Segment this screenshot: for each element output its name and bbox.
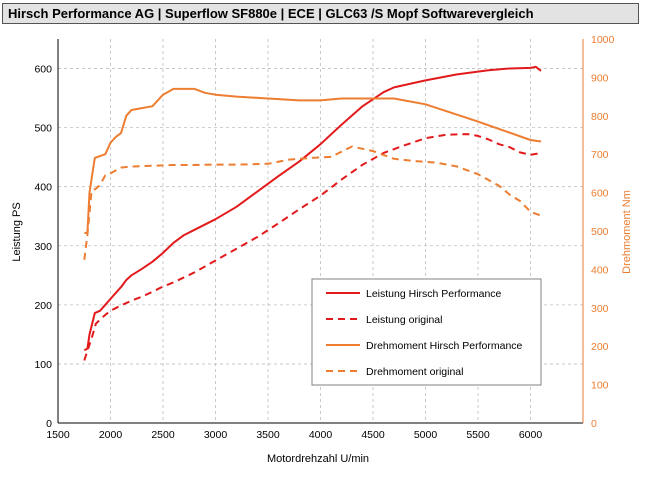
series-line-3: [84, 87, 542, 234]
legend: Leistung Hirsch Performance Leistung orig…: [311, 278, 542, 386]
y-tick-label: 200: [34, 300, 52, 312]
y-tick-label: 400: [34, 182, 52, 194]
x-tick-label: 1500: [46, 429, 70, 441]
y2-axis-label: Drehmoment Nm: [621, 190, 633, 274]
series-line-1: [83, 65, 542, 352]
y2-tick-label: 100: [591, 380, 609, 392]
y2-tick-label: 0: [591, 418, 597, 430]
y2-tick-label: 700: [591, 149, 609, 161]
y2-tick-label: 1000: [591, 34, 615, 46]
chart-title: Hirsch Performance AG | Superflow SF880e…: [8, 6, 534, 21]
y2-tick-label: 300: [591, 303, 609, 315]
legend-label: Drehmoment original: [366, 366, 463, 378]
legend-label: Leistung original: [366, 314, 442, 326]
y2-tick-label: 600: [591, 188, 609, 200]
series-line-2: [83, 133, 542, 361]
data-lines: [83, 65, 542, 361]
x-tick-label: 3000: [204, 429, 228, 441]
y-tick-label: 0: [46, 418, 52, 430]
legend-label: Leistung Hirsch Performance: [366, 288, 502, 300]
legend-label: Drehmoment Hirsch Performance: [366, 340, 523, 352]
y-tick-label: 100: [34, 359, 52, 371]
y2-tick-label: 500: [591, 226, 609, 238]
x-tick-label: 4500: [361, 429, 385, 441]
y-tick-label: 600: [34, 64, 52, 76]
series-line-4: [83, 145, 542, 260]
x-tick-label: 6000: [519, 429, 543, 441]
y-tick-label: 300: [34, 241, 52, 253]
y2-tick-label: 400: [591, 264, 609, 276]
tick-labels: 1500 2000 2500 3000 3500 4000 4500 5000 5500 6000…: [34, 34, 614, 441]
legend-box: [311, 278, 542, 386]
x-tick-label: 2000: [99, 429, 123, 441]
y-axis-label: Leistung PS: [11, 202, 23, 261]
y2-tick-label: 200: [591, 341, 609, 353]
y2-tick-label: 900: [591, 72, 609, 84]
x-tick-label: 5500: [466, 429, 490, 441]
y-tick-label: 500: [34, 123, 52, 135]
axes: [57, 39, 584, 424]
x-tick-label: 3500: [256, 429, 280, 441]
y2-tick-label: 800: [591, 111, 609, 123]
chart-title-bar: Hirsch Performance AG | Superflow SF880e…: [2, 3, 639, 24]
x-tick-label: 2500: [151, 429, 175, 441]
x-axis-label: Motordrehzahl U/min: [267, 453, 369, 465]
x-tick-label: 4000: [309, 429, 333, 441]
x-tick-label: 5000: [414, 429, 438, 441]
